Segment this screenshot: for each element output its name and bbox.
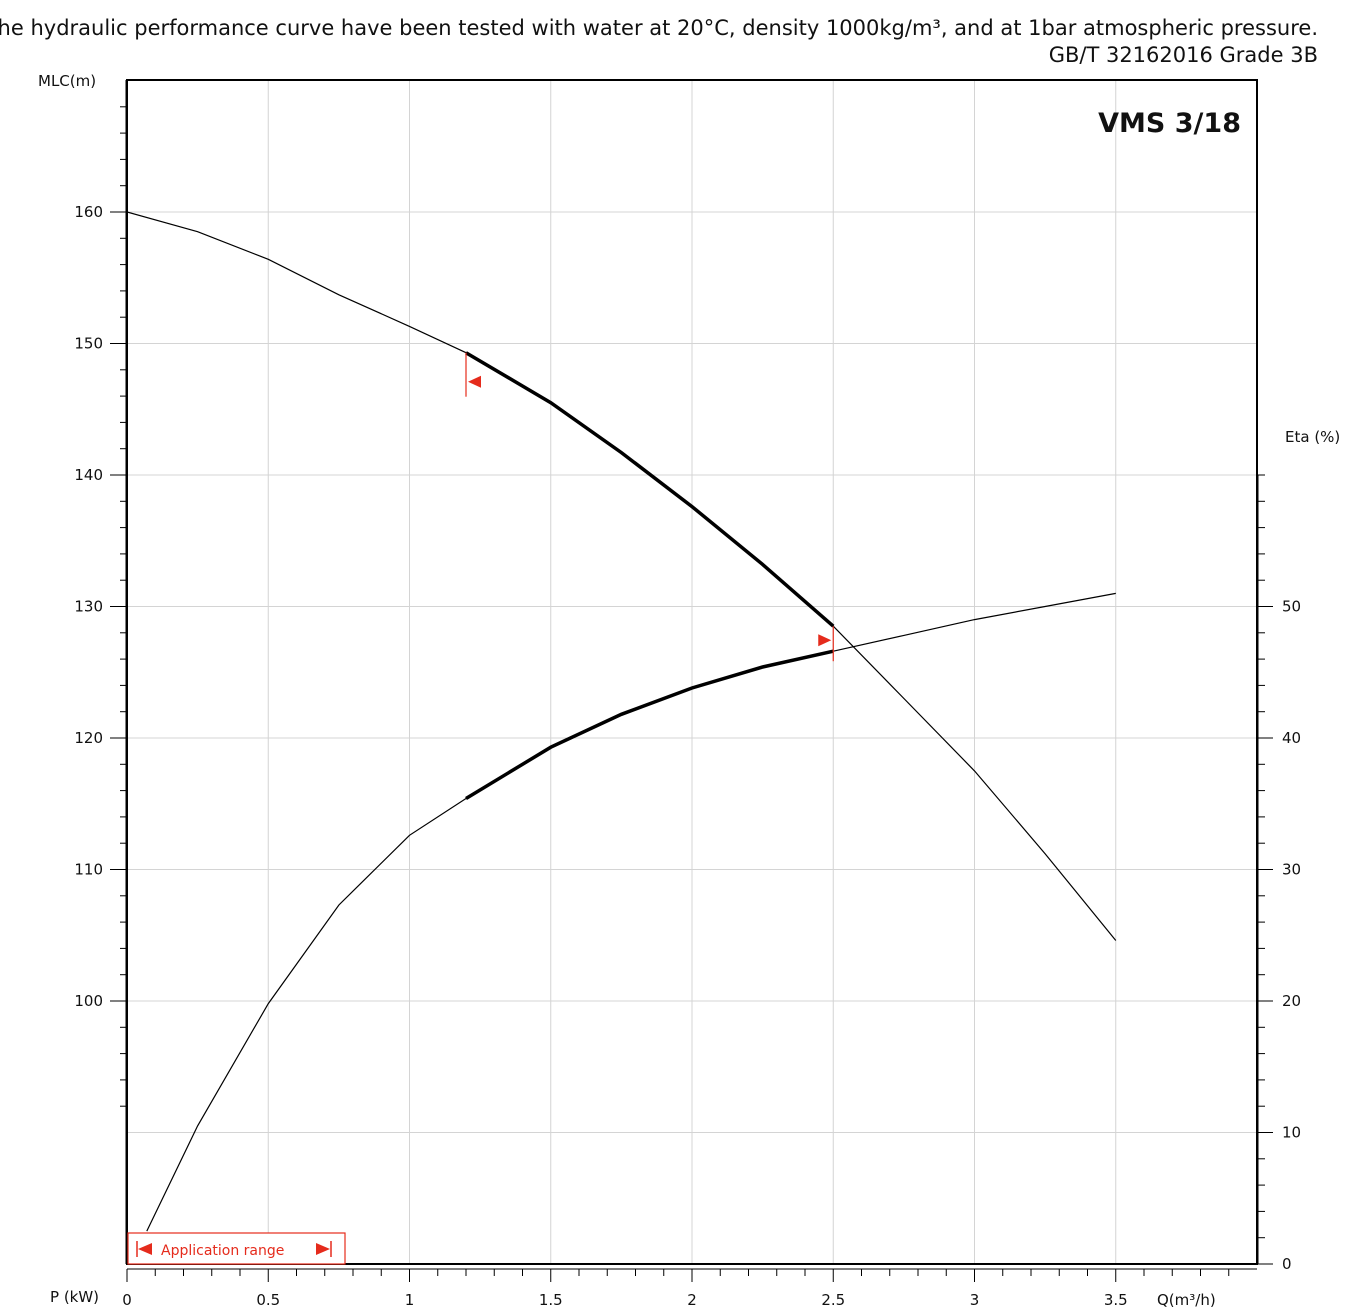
y-left-tick-label: 110 <box>74 861 103 879</box>
legend-left-arrow <box>138 1243 152 1255</box>
y-right-tick-label: 10 <box>1282 1124 1301 1142</box>
grid-lines <box>127 80 1257 1264</box>
y-left-tick-label: 150 <box>74 335 103 353</box>
y-right-tick-label: 0 <box>1282 1255 1292 1273</box>
head-curve <box>126 211 1117 941</box>
series-layer <box>126 211 1117 1232</box>
y-left-tick-label: 160 <box>74 203 103 221</box>
x-tick-label: 0 <box>122 1291 132 1309</box>
axis-ticks <box>110 80 1273 1282</box>
x-tick-label: 1.5 <box>539 1291 563 1309</box>
x-tick-label: 2 <box>687 1291 697 1309</box>
legend-box <box>127 1232 346 1265</box>
x-tick-label: 3 <box>970 1291 980 1309</box>
application-range-markers <box>465 352 834 662</box>
efficiency-curve <box>146 592 1116 1232</box>
y-left-tick-label: 120 <box>74 729 103 747</box>
y-left-tick-label: 100 <box>74 992 103 1010</box>
efficiency-curve-application-range <box>465 649 834 800</box>
y-left-tick-label: 140 <box>74 466 103 484</box>
standard-grade: GB/T 32162016 Grade 3B <box>1048 43 1318 67</box>
x-tick-label: 1 <box>405 1291 415 1309</box>
left-axis-title: MLC(m) <box>38 72 96 90</box>
y-right-tick-label: 40 <box>1282 729 1301 747</box>
head-curve-application-range <box>465 351 835 628</box>
y-right-tick-label: 20 <box>1282 992 1301 1010</box>
range-max-arrow <box>818 634 832 647</box>
x-axis-title: Q(m³/h) <box>1157 1291 1216 1309</box>
x-tick-label: 0.5 <box>256 1291 280 1309</box>
range-min-arrow <box>468 375 481 388</box>
model-label: VMS 3/18 <box>1098 108 1241 139</box>
x-tick-label: 2.5 <box>821 1291 845 1309</box>
application-range-legend: Application range <box>127 1232 346 1265</box>
y-right-tick-label: 30 <box>1282 861 1301 879</box>
plot-frame <box>126 79 1258 1265</box>
y-right-tick-label: 50 <box>1282 598 1301 616</box>
legend-label: Application range <box>161 1243 284 1259</box>
y-left-tick-label: 130 <box>74 598 103 616</box>
chart-note: The hydraulic performance curve have bee… <box>0 16 1318 40</box>
power-axis-title: P (kW) <box>50 1288 99 1306</box>
x-tick-label: 3.5 <box>1104 1291 1128 1309</box>
legend-right-arrow <box>316 1243 330 1255</box>
right-axis-title: Eta (%) <box>1285 428 1340 446</box>
tick-labels: 0 0.5 1 1.5 2 2.5 3 3.5 100 110 120 130 140 150 160 0 10… <box>74 203 1301 1309</box>
